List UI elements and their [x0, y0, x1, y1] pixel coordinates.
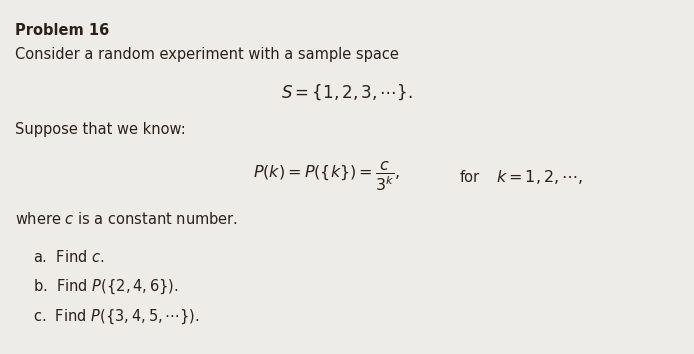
- Text: b.  Find $P(\{2, 4, 6\})$.: b. Find $P(\{2, 4, 6\})$.: [33, 278, 179, 296]
- Text: for: for: [460, 170, 480, 184]
- Text: $k = 1, 2, \cdots ,$: $k = 1, 2, \cdots ,$: [496, 168, 584, 186]
- Text: $S = \{1, 2, 3, \cdots\}.$: $S = \{1, 2, 3, \cdots\}.$: [281, 82, 413, 102]
- Text: Problem 16: Problem 16: [15, 23, 110, 38]
- Text: c.  Find $P(\{3, 4, 5, \cdots\})$.: c. Find $P(\{3, 4, 5, \cdots\})$.: [33, 308, 200, 326]
- Text: Consider a random experiment with a sample space: Consider a random experiment with a samp…: [15, 47, 399, 62]
- Text: where $c$ is a constant number.: where $c$ is a constant number.: [15, 211, 238, 228]
- Text: a.  Find $c$.: a. Find $c$.: [33, 249, 105, 265]
- Text: $P(k) = P(\{k\}) = \dfrac{c}{3^k},$: $P(k) = P(\{k\}) = \dfrac{c}{3^k},$: [253, 161, 400, 193]
- Text: Suppose that we know:: Suppose that we know:: [15, 122, 186, 137]
